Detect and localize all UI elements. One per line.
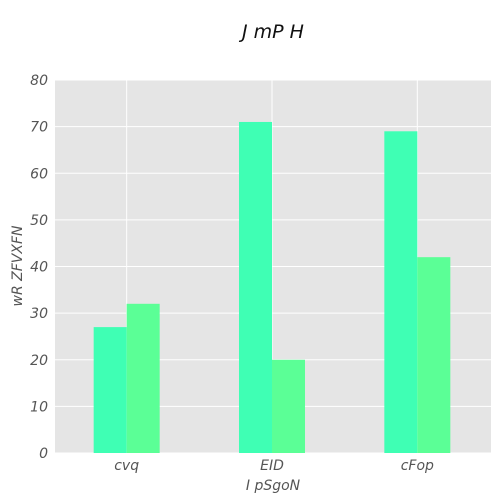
y-tick-label: 30 (30, 306, 48, 322)
y-tick-label: 80 (30, 73, 48, 89)
bar-series-1-cvq (93, 327, 127, 453)
y-tick-label: 50 (30, 213, 48, 229)
bar-series-2-cFop (417, 257, 451, 453)
x-tick-label: EID (260, 458, 284, 474)
bars (93, 121, 451, 454)
y-axis-label: wR ZFVXFN (10, 225, 26, 306)
chart-title: J mP H (238, 21, 304, 43)
bar-series-1-EID (239, 121, 272, 454)
y-tick-label: 10 (30, 399, 48, 415)
bar-series-2-cvq (126, 303, 160, 453)
y-tick-labels: 0 10 20 30 40 50 60 70 80 (30, 73, 48, 462)
x-tick-label: cFop (401, 458, 434, 474)
y-tick-label: 60 (30, 166, 48, 182)
x-tick-label: cvq (114, 458, 139, 474)
x-axis-label: I pSgoN (246, 478, 301, 494)
y-tick-label: 20 (30, 353, 48, 369)
x-tick-labels: cvq EID cFop (114, 458, 434, 474)
y-tick-label: 0 (39, 446, 48, 462)
y-tick-label: 40 (30, 260, 48, 276)
bar-series-2-EID (272, 359, 305, 453)
y-tick-label: 70 (30, 120, 48, 136)
bar-series-1-cFop (384, 131, 418, 453)
